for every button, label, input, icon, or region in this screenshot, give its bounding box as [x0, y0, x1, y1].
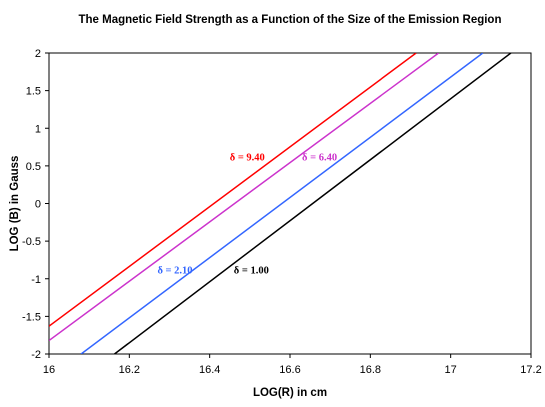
y-tick-label: 1	[35, 123, 41, 135]
y-tick-label: -1	[31, 274, 41, 286]
chart-title: The Magnetic Field Strength as a Functio…	[79, 14, 502, 26]
x-tick-label: 16	[43, 364, 55, 376]
x-tick-label: 16.8	[360, 364, 381, 376]
y-tick-label: -0.5	[22, 236, 41, 248]
plot-area: 2 1.5 1 0.5 0 -0.5 -1 -1.5 -216 16.2 16.4 16.6 16.8 1…	[22, 48, 542, 376]
y-tick-label: 2	[35, 48, 41, 60]
series-line-4	[114, 53, 512, 354]
series-group	[49, 53, 512, 354]
y-tick-label: -2	[31, 349, 41, 361]
series-annotation-2: δ = 6.40	[302, 153, 337, 164]
series-annotation-3: δ = 2.10	[157, 265, 192, 276]
y-tick-label: 1.5	[26, 86, 41, 98]
series-annotation-1: δ = 9.40	[230, 153, 265, 164]
series-annotation-4: δ = 1.00	[234, 265, 269, 276]
series-line-2	[49, 53, 440, 342]
series-line-1	[49, 53, 417, 327]
y-tick-label: 0	[35, 199, 41, 211]
y-tick-label: 0.5	[26, 161, 41, 173]
y-axis-label: LOG (B) in Gauss	[9, 156, 21, 252]
y-tick-label: -1.5	[22, 311, 41, 323]
x-tick-label: 17	[445, 364, 457, 376]
x-tick-label: 16.6	[279, 364, 300, 376]
plot-frame	[48, 52, 532, 355]
x-axis-label: LOG(R) in cm	[253, 387, 327, 399]
x-tick-label: 16.2	[119, 364, 140, 376]
series-line-3	[80, 53, 484, 354]
x-tick-label: 16.4	[199, 364, 220, 376]
x-tick-label: 17.2	[520, 364, 541, 376]
